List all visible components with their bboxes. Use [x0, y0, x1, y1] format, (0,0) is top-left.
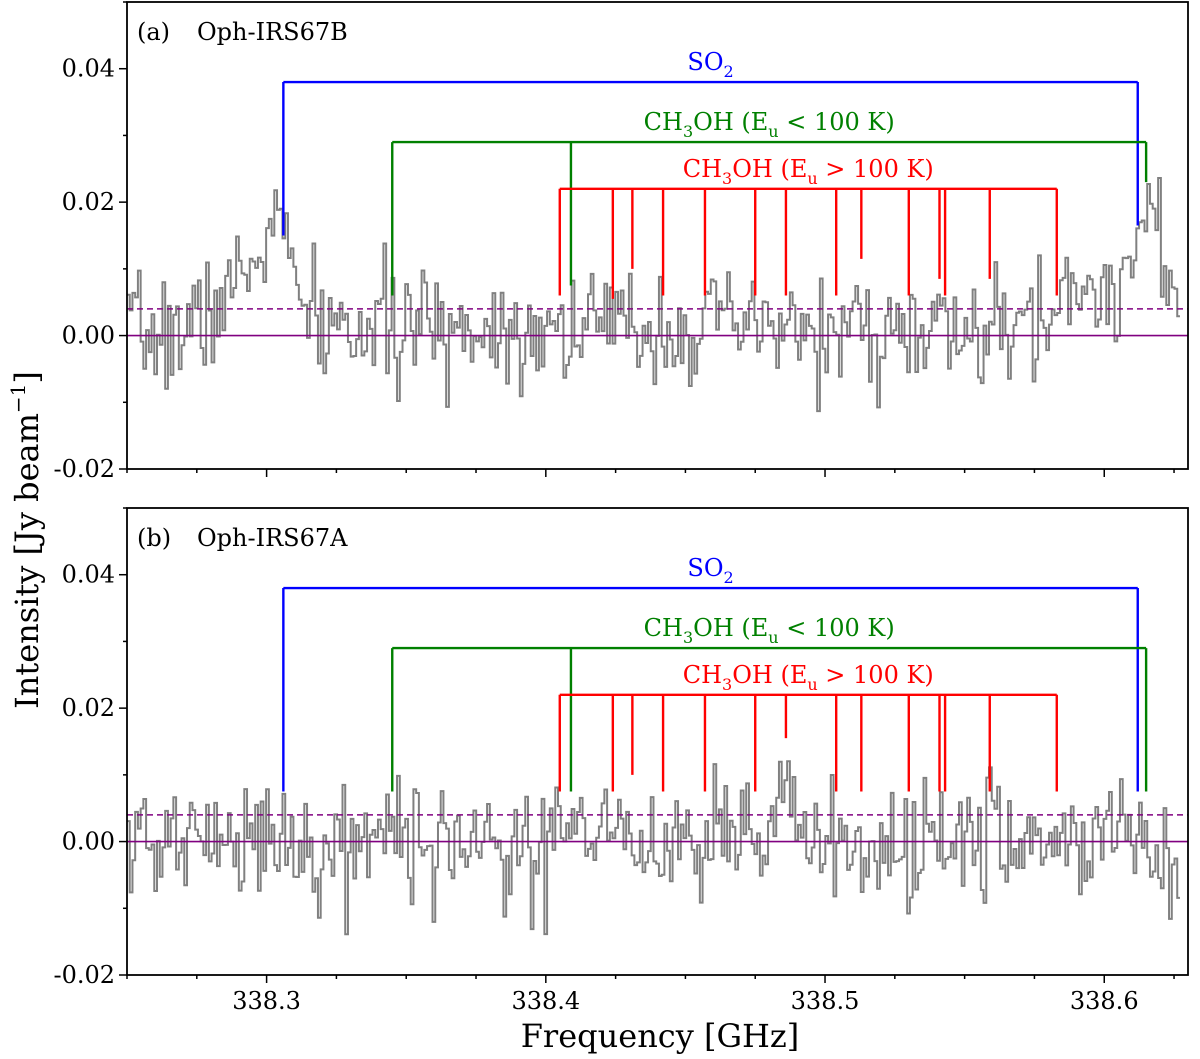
- group-label: CH3OH (Eu < 100 K): [644, 108, 895, 141]
- x-tick-label: 338.3: [232, 987, 301, 1015]
- y-tick-label: 0.00: [62, 322, 115, 350]
- y-axis-label: Intensity [Jy beam−1]: [6, 371, 46, 709]
- y-tick-label: 0.02: [62, 694, 115, 722]
- y-tick-label: 0.02: [62, 188, 115, 216]
- panel-b: SO2 CH3OH (Eu < 100 K) CH3OH (Eu > 100 K) -…: [53, 507, 1189, 1015]
- y-tick-label: 0.04: [62, 561, 115, 589]
- y-tick-label: 0.00: [62, 828, 115, 856]
- x-axis-label: Frequency [GHz]: [521, 1017, 800, 1055]
- x-tick-label: 338.6: [1070, 987, 1139, 1015]
- y-tick-label: 0.04: [62, 55, 115, 83]
- y-tick-label: -0.02: [53, 961, 115, 989]
- y-tick-label: -0.02: [53, 455, 115, 483]
- spectrum-line: [127, 176, 1180, 413]
- axes-frame: [126, 507, 1189, 976]
- group-label: CH3OH (Eu > 100 K): [683, 661, 934, 694]
- group-label: SO2: [687, 48, 733, 81]
- source-name: Oph-IRS67B: [197, 18, 348, 46]
- group-label: SO2: [687, 554, 733, 587]
- group-label: CH3OH (Eu > 100 K): [683, 155, 934, 188]
- panel-a: SO2 CH3OH (Eu < 100 K) CH3OH (Eu > 100 K) -…: [53, 1, 1189, 483]
- x-tick-label: 338.4: [511, 987, 580, 1015]
- x-tick-label: 338.5: [791, 987, 860, 1015]
- source-name: Oph-IRS67A: [197, 524, 348, 552]
- axes-frame: [126, 1, 1189, 470]
- spectrum-line: [127, 760, 1180, 936]
- group-label: CH3OH (Eu < 100 K): [644, 614, 895, 647]
- panel-label: (b): [137, 524, 171, 552]
- panel-label: (a): [137, 18, 170, 46]
